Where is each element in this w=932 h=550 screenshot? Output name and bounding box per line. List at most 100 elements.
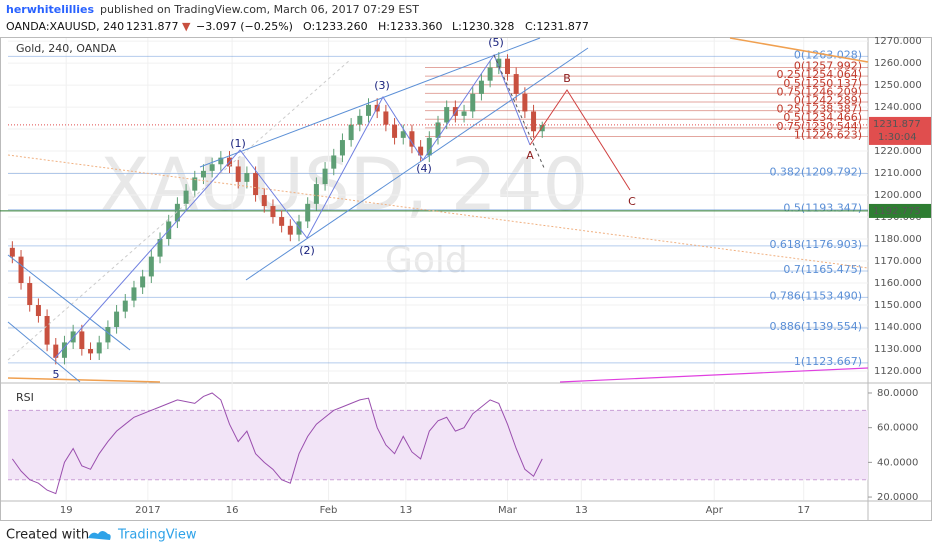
brand[interactable]: TradingView [117, 528, 197, 543]
candle-body [61, 342, 67, 358]
candle-body [470, 93, 476, 112]
candle-body [122, 300, 128, 312]
wave-label: A [526, 149, 534, 162]
pane-title: RSI [16, 391, 34, 404]
fib-label: 0.25(1238.387) [776, 103, 862, 116]
fib-label: 0.618(1176.903) [769, 238, 862, 251]
y-tick-label: 1260.000 [874, 58, 922, 69]
y-tick-label: 1220.000 [874, 146, 922, 157]
candle-body [409, 131, 415, 147]
candle-body [270, 206, 276, 218]
candle-body [366, 104, 372, 116]
candle-body [35, 305, 41, 317]
watermark-sub: Gold [385, 240, 468, 281]
candle-body [313, 184, 319, 204]
fib-label: 1(1226.623) [794, 128, 862, 141]
wave-label: (4) [416, 162, 432, 175]
x-tick-label: 13 [399, 505, 412, 516]
wave-label: 5 [53, 368, 60, 381]
candle-body [383, 111, 389, 125]
candle-body [496, 58, 502, 68]
candle-body [174, 203, 180, 222]
candle-body [331, 155, 337, 169]
price-tag-label: 1192.775 [873, 206, 921, 217]
author[interactable]: herwhitelillies [6, 3, 95, 16]
candle-body [426, 137, 432, 156]
projection [529, 89, 631, 191]
y-tick-label: 1200.000 [874, 190, 922, 201]
open: O:1233.260 [303, 20, 368, 33]
candle-body [209, 164, 215, 171]
candle-body [9, 247, 15, 257]
fib-label: 0.5(1193.347) [783, 202, 862, 215]
candle-body [183, 190, 189, 204]
x-tick-label: 17 [797, 505, 810, 516]
wave-label: (1) [230, 137, 246, 150]
last: 1231.877 [126, 20, 179, 33]
fib-label: 0.5(1234.466) [783, 111, 862, 124]
y-tick-label: 20.0000 [877, 492, 918, 503]
y-tick-label: 60.0000 [877, 423, 918, 434]
x-tick-label: Mar [498, 505, 518, 516]
candle-body [531, 111, 537, 132]
candle-body [287, 225, 293, 235]
candle-body [513, 74, 519, 94]
y-tick-label: 1210.000 [874, 168, 922, 179]
logo [88, 531, 111, 540]
candle-body [357, 115, 363, 125]
arrow: ▼ [182, 20, 191, 33]
x-tick-label: 13 [575, 505, 588, 516]
wave-label: (5) [488, 36, 504, 49]
candle-body [157, 239, 163, 257]
wave-label: (3) [374, 79, 390, 92]
candle-body [253, 173, 259, 196]
published: published on TradingView.com, March 06, … [100, 3, 419, 16]
candle-body [392, 124, 398, 138]
dotted-trend [7, 59, 351, 361]
candle-body [18, 256, 24, 284]
candle-body [487, 67, 493, 81]
price-tag [869, 203, 931, 218]
fib-label: 0.886(1139.554) [769, 320, 862, 333]
change: −3.097 (−0.25%) [196, 20, 293, 33]
candle-body [400, 131, 406, 138]
candle-body [435, 122, 441, 138]
fib-label: 1(1123.667) [794, 355, 862, 368]
low: L:1230.328 [452, 20, 514, 33]
rsi-band [8, 410, 868, 480]
channel [245, 47, 589, 281]
candle-body [504, 58, 510, 75]
candle-body [44, 316, 50, 345]
wave-label: B [563, 72, 571, 85]
candle-body [114, 311, 120, 328]
candle-body [140, 276, 146, 288]
candle-body [261, 195, 267, 207]
channel [199, 37, 541, 168]
wave-label: (2) [299, 244, 315, 257]
dotted-trend [7, 154, 869, 269]
price-tag [869, 116, 931, 145]
fib-label: 0(1257.992) [794, 59, 862, 72]
trend [729, 37, 869, 63]
y-tick-label: 1160.000 [874, 278, 922, 289]
y-tick-label: 1250.000 [874, 80, 922, 91]
close: C:1231.877 [525, 20, 589, 33]
y-tick-label: 1180.000 [874, 234, 922, 245]
candle-body [105, 327, 111, 343]
x-tick-label: 2017 [135, 505, 160, 516]
watermark: XAUUSD, 240 [100, 143, 588, 227]
channel [7, 254, 131, 351]
candle-body [539, 124, 545, 132]
candle-body [461, 111, 467, 116]
y-tick-label: 1270.000 [874, 36, 922, 47]
wave-label: C [628, 195, 636, 208]
fib-label: 0.382(1209.792) [769, 166, 862, 179]
dashed [493, 54, 546, 171]
x-tick-label: Apr [706, 505, 724, 516]
candle-body [348, 124, 354, 141]
candle-body [235, 166, 241, 182]
candle-body [339, 140, 345, 156]
price-tag-label: 1231.877 [873, 119, 921, 130]
